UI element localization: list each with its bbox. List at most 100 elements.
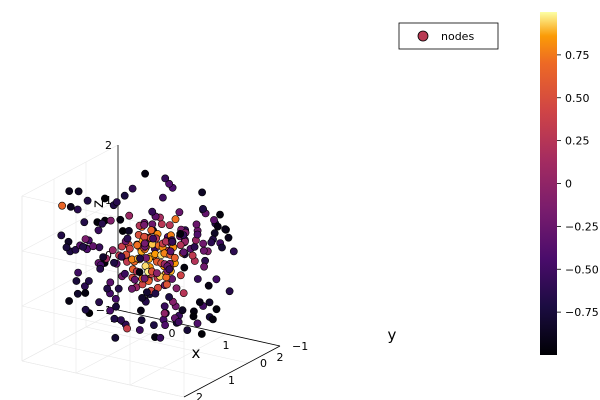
data-point bbox=[188, 251, 197, 260]
points-layer bbox=[57, 169, 238, 342]
data-point bbox=[96, 264, 105, 273]
gridline-sidewall bbox=[21, 309, 119, 362]
axis-layer: −1−1−1000111222 bbox=[96, 139, 308, 400]
gridline-floor bbox=[75, 321, 173, 374]
data-point bbox=[127, 284, 136, 293]
data-point bbox=[73, 289, 82, 298]
data-point bbox=[195, 298, 204, 306]
data-point bbox=[197, 330, 206, 338]
data-point bbox=[200, 262, 208, 271]
gridline-backwall bbox=[21, 195, 185, 233]
data-point bbox=[199, 239, 208, 248]
y-tick-label: 2 bbox=[196, 391, 203, 400]
data-point bbox=[193, 319, 202, 328]
data-point bbox=[138, 293, 146, 302]
data-point bbox=[106, 216, 115, 225]
data-point bbox=[81, 305, 90, 314]
data-point bbox=[165, 265, 174, 274]
data-point bbox=[162, 280, 171, 289]
y-tick-label: 0 bbox=[260, 357, 267, 370]
data-point bbox=[160, 302, 169, 311]
data-point bbox=[98, 219, 107, 228]
data-point bbox=[117, 252, 126, 261]
data-point bbox=[125, 244, 134, 253]
data-point bbox=[176, 229, 185, 238]
data-point bbox=[183, 326, 192, 334]
data-point bbox=[216, 210, 224, 219]
data-point bbox=[193, 275, 202, 283]
legend: nodes bbox=[398, 22, 499, 50]
data-point bbox=[224, 233, 233, 242]
y-tick-label: −1 bbox=[292, 340, 308, 353]
colorbar-tick-label: 0 bbox=[565, 178, 572, 191]
data-point bbox=[165, 293, 173, 301]
data-point bbox=[65, 297, 73, 305]
data-point bbox=[95, 298, 103, 307]
data-point bbox=[176, 241, 185, 249]
data-point bbox=[213, 222, 222, 231]
data-point bbox=[204, 281, 213, 290]
data-point bbox=[168, 237, 177, 246]
data-point bbox=[166, 247, 175, 256]
colorbar-tick-label: 0.25 bbox=[565, 135, 590, 148]
data-point bbox=[156, 333, 165, 342]
data-point bbox=[125, 211, 134, 220]
legend-entry-nodes: nodes bbox=[441, 30, 474, 43]
data-point bbox=[108, 246, 117, 255]
data-point bbox=[85, 277, 93, 285]
data-point bbox=[106, 278, 115, 287]
data-point bbox=[112, 302, 120, 311]
data-point bbox=[141, 169, 149, 178]
x-axis-label: x bbox=[192, 344, 201, 362]
data-point bbox=[112, 198, 121, 206]
data-point bbox=[193, 230, 202, 239]
data-point bbox=[116, 215, 125, 224]
data-point bbox=[176, 271, 185, 280]
data-point bbox=[137, 316, 146, 324]
data-point bbox=[103, 284, 112, 293]
data-point bbox=[190, 242, 199, 251]
data-point bbox=[121, 269, 129, 278]
data-point bbox=[140, 232, 149, 241]
x-axis-line bbox=[117, 309, 281, 347]
data-point bbox=[106, 306, 114, 315]
y-axis-label: y bbox=[388, 326, 397, 344]
data-point bbox=[135, 326, 144, 334]
x-tick-label: 1 bbox=[223, 339, 230, 352]
legend-box bbox=[398, 22, 499, 50]
data-point bbox=[178, 306, 187, 315]
data-point bbox=[133, 241, 142, 250]
data-point bbox=[225, 287, 234, 296]
data-point bbox=[218, 243, 226, 252]
data-point bbox=[136, 306, 145, 315]
gridline-floor bbox=[21, 360, 185, 398]
data-point bbox=[73, 205, 82, 214]
data-point bbox=[94, 226, 103, 235]
data-point bbox=[165, 221, 174, 229]
data-point bbox=[157, 220, 166, 228]
data-point bbox=[101, 194, 109, 203]
colorbar-tick-label: −0.50 bbox=[565, 263, 599, 276]
data-point bbox=[136, 254, 144, 263]
data-point bbox=[72, 277, 81, 285]
data-point bbox=[179, 289, 188, 297]
z-axis-label: z bbox=[89, 200, 107, 208]
z-tick-label: 1 bbox=[105, 194, 112, 207]
data-point bbox=[148, 207, 157, 216]
data-point bbox=[158, 193, 167, 202]
gridline-sidewall bbox=[21, 199, 119, 252]
data-point bbox=[66, 202, 75, 211]
legend-marker bbox=[417, 30, 429, 42]
colorbar-tick-label: −0.25 bbox=[565, 220, 599, 233]
data-point bbox=[80, 218, 89, 227]
data-point bbox=[79, 242, 87, 251]
data-point bbox=[172, 284, 181, 293]
data-point bbox=[212, 305, 221, 314]
x-tick-label: 2 bbox=[277, 351, 284, 364]
data-point bbox=[151, 289, 160, 298]
data-point bbox=[198, 188, 206, 197]
x-tick-label: 0 bbox=[169, 327, 176, 340]
data-point bbox=[130, 275, 139, 284]
y-tick-label: 1 bbox=[228, 374, 235, 387]
